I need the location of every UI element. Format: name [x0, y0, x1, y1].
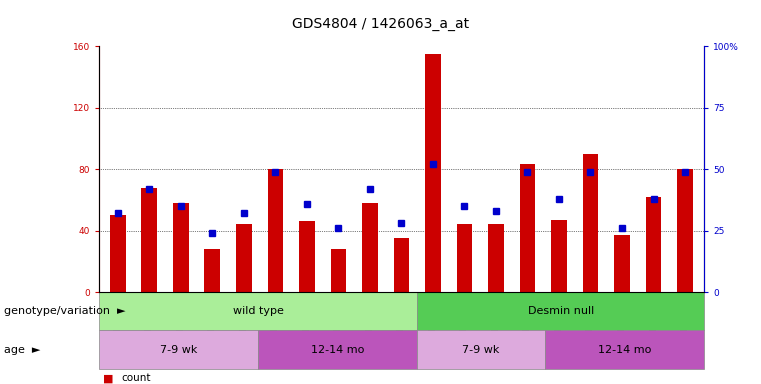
- Bar: [551, 220, 567, 292]
- Bar: [425, 54, 441, 292]
- Bar: [457, 224, 473, 292]
- Bar: [173, 203, 189, 292]
- Bar: [142, 187, 158, 292]
- Bar: [299, 221, 315, 292]
- Bar: [205, 249, 220, 292]
- Text: ■: ■: [103, 373, 113, 383]
- Text: genotype/variation  ►: genotype/variation ►: [4, 306, 126, 316]
- Bar: [645, 197, 661, 292]
- Text: age  ►: age ►: [4, 344, 40, 354]
- Text: Desmin null: Desmin null: [527, 306, 594, 316]
- Bar: [417, 292, 704, 330]
- Bar: [583, 154, 598, 292]
- Text: GDS4804 / 1426063_a_at: GDS4804 / 1426063_a_at: [292, 17, 469, 31]
- Bar: [362, 203, 377, 292]
- Bar: [99, 292, 417, 330]
- Bar: [258, 330, 417, 369]
- Text: 7-9 wk: 7-9 wk: [463, 344, 500, 354]
- Text: count: count: [122, 373, 151, 383]
- Text: wild type: wild type: [233, 306, 284, 316]
- Bar: [99, 330, 258, 369]
- Bar: [330, 249, 346, 292]
- Bar: [110, 215, 126, 292]
- Bar: [677, 169, 693, 292]
- Bar: [488, 224, 504, 292]
- Bar: [545, 330, 704, 369]
- Bar: [393, 238, 409, 292]
- Bar: [417, 330, 545, 369]
- Text: 7-9 wk: 7-9 wk: [160, 344, 197, 354]
- Bar: [520, 164, 535, 292]
- Bar: [236, 224, 252, 292]
- Bar: [614, 235, 630, 292]
- Bar: [268, 169, 283, 292]
- Text: 12-14 mo: 12-14 mo: [311, 344, 365, 354]
- Text: 12-14 mo: 12-14 mo: [597, 344, 651, 354]
